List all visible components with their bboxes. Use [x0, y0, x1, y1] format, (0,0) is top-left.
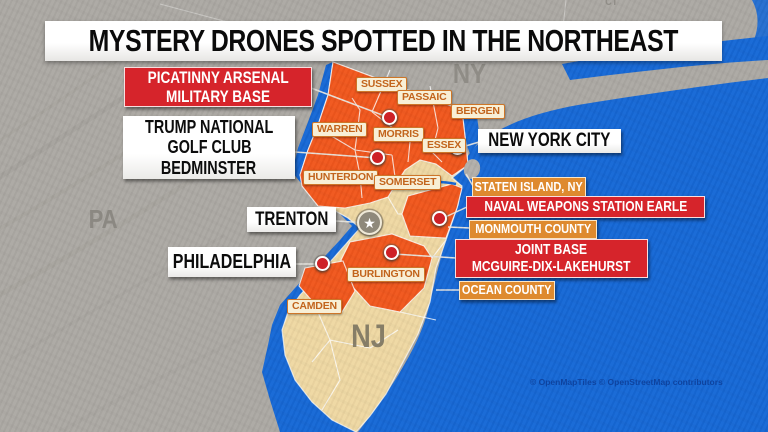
callout-naval-weapons-earle: NAVAL WEAPONS STATION EARLE [466, 196, 705, 218]
county-label-morris: MORRIS [373, 127, 424, 142]
county-label-burlington: BURLINGTON [347, 267, 425, 282]
headline-text: MYSTERY DRONES SPOTTED IN THE NORTHEAST [88, 23, 679, 58]
leader-monmouth [447, 226, 471, 229]
trenton-star-marker-icon: ★ [357, 210, 382, 235]
leader-picatinny [310, 87, 391, 119]
callout-ocean-county: OCEAN COUNTY [459, 281, 555, 300]
coastal-coves [752, 0, 768, 48]
leader-trump [294, 151, 379, 159]
map-attribution: © OpenMapTiles © OpenStreetMap contribut… [530, 377, 723, 387]
leader-joint-base [393, 253, 457, 259]
staten-island-shape [463, 159, 481, 179]
delaware-river-bay-water [262, 62, 360, 432]
philadelphia-location-dot-icon [315, 256, 330, 271]
callout-picatinny-arsenal: PICATINNY ARSENAL MILITARY BASE [124, 67, 312, 107]
callout-trump-national: TRUMP NATIONAL GOLF CLUB BEDMINSTER [123, 116, 295, 179]
earle-location-dot-icon [432, 211, 447, 226]
joint-base-location-dot-icon [384, 245, 399, 260]
leader-staten [465, 173, 474, 187]
callout-philadelphia: PHILADELPHIA [168, 247, 296, 277]
callout-staten-island: STATEN ISLAND, NY [472, 177, 586, 197]
bedminster-location-dot-icon [370, 150, 385, 165]
state-label-pa: PA [88, 204, 118, 234]
county-label-camden: CAMDEN [287, 299, 342, 314]
callout-joint-base-mcguire: JOINT BASE MCGUIRE-DIX-LAKEHURST [455, 239, 648, 278]
county-label-bergen: BERGEN [451, 104, 505, 119]
county-label-hunterdon: HUNTERDON [303, 170, 379, 185]
headline-banner: MYSTERY DRONES SPOTTED IN THE NORTHEAST [45, 21, 722, 61]
county-label-somerset: SOMERSET [374, 175, 442, 190]
callout-monmouth-county: MONMOUTH COUNTY [469, 220, 597, 239]
county-label-essex: ESSEX [422, 138, 467, 153]
state-label-ct: CT [605, 0, 618, 8]
county-label-passaic: PASSAIC [397, 90, 452, 105]
callout-trenton: TRENTON [247, 207, 336, 232]
state-label-ny: NY [452, 58, 486, 89]
state-label-nj: NJ [351, 318, 386, 354]
county-label-sussex: SUSSEX [356, 77, 408, 92]
callout-new-york-city: NEW YORK CITY [478, 129, 621, 153]
county-label-warren: WARREN [312, 122, 368, 137]
picatinny-location-dot-icon [382, 110, 397, 125]
